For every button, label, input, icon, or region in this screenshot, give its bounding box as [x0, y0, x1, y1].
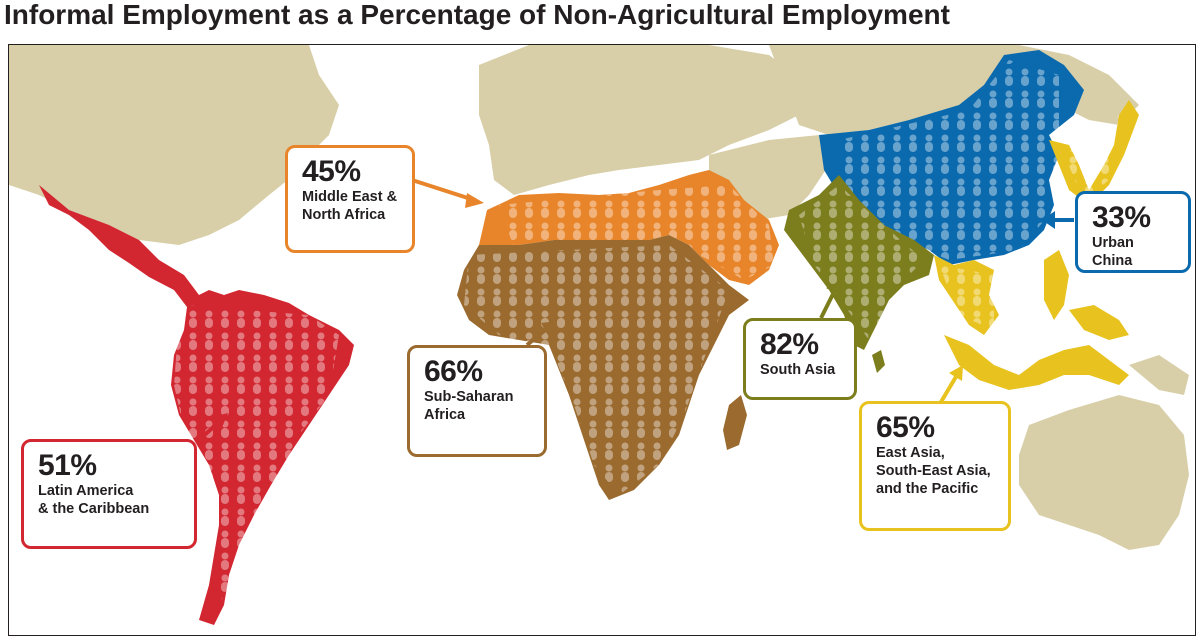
region-urban-china	[819, 50, 1084, 265]
urban-china-region-name: Urban China	[1092, 235, 1134, 269]
east-asia-pacific-dots-2	[1064, 115, 1119, 200]
arrowhead-latin-america	[212, 413, 228, 430]
region-mena	[479, 170, 779, 285]
philippines-shape	[1044, 250, 1069, 320]
sri-lanka-shape	[872, 350, 885, 373]
arrowhead-sub-saharan-africa	[541, 321, 557, 337]
urban-china-dots	[839, 60, 1059, 260]
arrow-east-asia-pacific	[939, 373, 959, 404]
label-sub-saharan-africa: 66% Sub-Saharan Africa	[407, 345, 547, 457]
region-sub-saharan-africa	[457, 235, 749, 500]
sub-saharan-africa-percent: 66%	[424, 355, 483, 388]
japan-korea-shape	[1049, 100, 1139, 205]
world-map: 45% Middle East & North Africa 51% Latin…	[8, 44, 1196, 636]
east-asia-pacific-percent: 65%	[876, 411, 935, 444]
new-guinea-shape	[1069, 305, 1129, 340]
east-asia-pacific-dots	[939, 265, 994, 330]
arrowhead-south-asia	[826, 281, 840, 295]
latin-america-region-name: Latin America & the Caribbean	[38, 483, 150, 517]
south-asia-percent: 82%	[760, 328, 819, 361]
madagascar-shape	[723, 395, 747, 450]
indonesia-shape	[944, 335, 1129, 390]
urban-china-percent: 33%	[1092, 201, 1151, 234]
label-east-asia-pacific: 65% East Asia, South-East Asia, and the …	[859, 401, 1011, 531]
south-asia-region-name: South Asia	[760, 362, 836, 378]
mena-region-name: Middle East & North Africa	[302, 189, 398, 223]
region-south-asia	[784, 175, 934, 373]
south-asia-dots	[799, 185, 924, 340]
arrow-mena	[411, 178, 475, 202]
australia-landmass	[1019, 395, 1189, 550]
mena-dots	[499, 185, 774, 280]
sub-saharan-africa-dots	[464, 245, 729, 495]
region-east-asia-pacific	[934, 100, 1139, 390]
latin-america-dots	[174, 305, 339, 605]
mena-percent: 45%	[302, 155, 361, 188]
arrow-south-asia	[819, 289, 837, 319]
label-urban-china: 33% Urban China	[1075, 191, 1191, 273]
latin-america-percent: 51%	[38, 449, 97, 482]
east-asia-pacific-region-name: East Asia, South-East Asia, and the Paci…	[876, 445, 991, 497]
label-latin-america: 51% Latin America & the Caribbean	[21, 439, 197, 549]
region-latin-america	[39, 185, 354, 625]
callout-arrows	[197, 178, 1074, 442]
east-indies-landmass	[1129, 355, 1189, 395]
arrowhead-mena	[465, 193, 484, 208]
europe-landmass	[479, 45, 809, 195]
arrowhead-urban-china	[1042, 211, 1055, 229]
arrowhead-east-asia-pacific	[949, 365, 963, 381]
label-south-asia: 82% South Asia	[743, 318, 857, 400]
north-america-landmass	[9, 45, 339, 245]
sub-saharan-africa-region-name: Sub-Saharan Africa	[424, 389, 514, 423]
world-map-svg	[9, 45, 1189, 625]
map-title: Informal Employment as a Percentage of N…	[4, 0, 950, 30]
label-mena: 45% Middle East & North Africa	[285, 145, 415, 253]
